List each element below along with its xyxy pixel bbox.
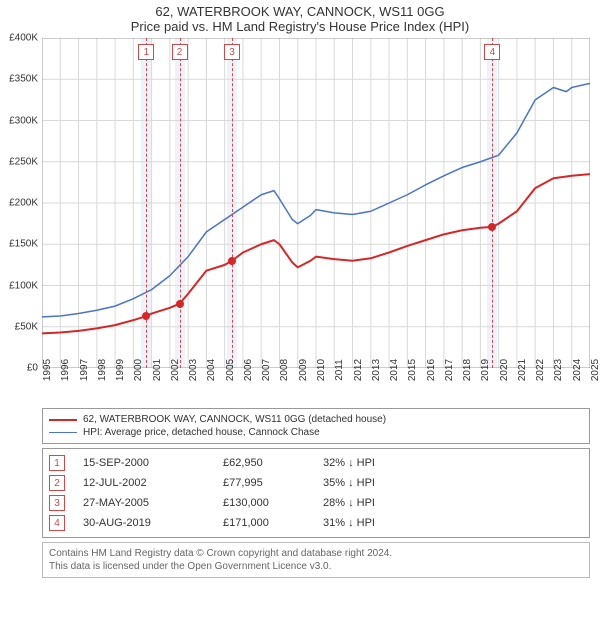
- y-tick-label: £350K: [9, 74, 42, 85]
- y-tick-label: £0: [27, 363, 42, 374]
- chart-legend: 62, WATERBROOK WAY, CANNOCK, WS11 0GG (d…: [42, 408, 590, 444]
- x-tick-label: 2002: [170, 359, 181, 381]
- y-tick-label: £400K: [9, 33, 42, 44]
- licence-line-2: This data is licensed under the Open Gov…: [49, 560, 583, 573]
- x-tick-label: 2017: [444, 359, 455, 381]
- x-tick-label: 2005: [225, 359, 236, 381]
- y-tick-label: £50K: [15, 321, 42, 332]
- legend-text: 62, WATERBROOK WAY, CANNOCK, WS11 0GG (d…: [83, 414, 386, 425]
- x-tick-label: 2009: [298, 359, 309, 381]
- x-tick-label: 2020: [499, 359, 510, 381]
- sales-row-marker: 3: [49, 495, 65, 511]
- x-tick-label: 2018: [462, 359, 473, 381]
- sales-row-marker: 4: [49, 515, 65, 531]
- x-tick-label: 1998: [97, 359, 108, 381]
- sale-vline: [232, 38, 233, 368]
- x-tick-label: 2015: [407, 359, 418, 381]
- sale-marker-box: 2: [172, 44, 188, 60]
- sale-dot: [228, 257, 236, 265]
- x-tick-label: 2016: [426, 359, 437, 381]
- sales-row-price: £130,000: [223, 497, 323, 509]
- x-tick-label: 1997: [79, 359, 90, 381]
- legend-row: 62, WATERBROOK WAY, CANNOCK, WS11 0GG (d…: [49, 413, 583, 426]
- sale-marker-box: 1: [138, 44, 154, 60]
- licence-box: Contains HM Land Registry data © Crown c…: [42, 542, 590, 578]
- sale-dot: [176, 300, 184, 308]
- legend-swatch: [49, 432, 77, 433]
- x-tick-label: 1999: [115, 359, 126, 381]
- x-tick-label: 2008: [279, 359, 290, 381]
- sales-row: 2 12-JUL-2002£77,99535% ↓ HPI: [49, 473, 583, 493]
- y-tick-label: £150K: [9, 239, 42, 250]
- sales-row-pct: 35% ↓ HPI: [323, 477, 443, 489]
- sales-row-date: 27-MAY-2005: [83, 497, 223, 509]
- x-tick-label: 2000: [133, 359, 144, 381]
- sales-row-date: 15-SEP-2000: [83, 457, 223, 469]
- x-tick-label: 2003: [188, 359, 199, 381]
- sales-table: 1 15-SEP-2000£62,95032% ↓ HPI 2 12-JUL-2002…: [42, 448, 590, 538]
- legend-swatch: [49, 419, 77, 421]
- x-tick-label: 2023: [553, 359, 564, 381]
- legend-row: HPI: Average price, detached house, Cann…: [49, 426, 583, 439]
- sales-row-pct: 32% ↓ HPI: [323, 457, 443, 469]
- x-tick-label: 2007: [261, 359, 272, 381]
- sale-dot: [488, 223, 496, 231]
- sale-dot: [142, 312, 150, 320]
- x-tick-label: 2010: [316, 359, 327, 381]
- sale-vline: [180, 38, 181, 368]
- x-tick-label: 2012: [353, 359, 364, 381]
- x-tick-label: 2022: [535, 359, 546, 381]
- sales-row-marker: 2: [49, 475, 65, 491]
- x-axis-labels: 1995199619971998199920002001200220032004…: [42, 368, 590, 402]
- sales-row-date: 12-JUL-2002: [83, 477, 223, 489]
- x-tick-label: 1995: [42, 359, 53, 381]
- sales-row: 4 30-AUG-2019£171,00031% ↓ HPI: [49, 513, 583, 533]
- sales-row-price: £171,000: [223, 517, 323, 529]
- sale-vline: [492, 38, 493, 368]
- x-tick-label: 2025: [590, 359, 600, 381]
- chart-title-sub: Price paid vs. HM Land Registry's House …: [0, 19, 600, 34]
- x-tick-label: 2024: [572, 359, 583, 381]
- x-tick-label: 2019: [480, 359, 491, 381]
- sales-row: 1 15-SEP-2000£62,95032% ↓ HPI: [49, 453, 583, 473]
- y-tick-label: £100K: [9, 280, 42, 291]
- chart-plot-area: £0£50K£100K£150K£200K£250K£300K£350K£400…: [42, 38, 590, 368]
- y-tick-label: £200K: [9, 198, 42, 209]
- x-tick-label: 2006: [243, 359, 254, 381]
- x-tick-label: 2001: [152, 359, 163, 381]
- sale-marker-box: 3: [224, 44, 240, 60]
- x-tick-label: 2014: [389, 359, 400, 381]
- sales-row-pct: 28% ↓ HPI: [323, 497, 443, 509]
- sales-row-price: £77,995: [223, 477, 323, 489]
- sales-row: 3 27-MAY-2005£130,00028% ↓ HPI: [49, 493, 583, 513]
- x-tick-label: 2004: [206, 359, 217, 381]
- chart-title-address: 62, WATERBROOK WAY, CANNOCK, WS11 0GG: [0, 4, 600, 19]
- chart-svg: [42, 38, 590, 368]
- sales-row-date: 30-AUG-2019: [83, 517, 223, 529]
- x-tick-label: 2021: [517, 359, 528, 381]
- sales-row-marker: 1: [49, 455, 65, 471]
- y-tick-label: £300K: [9, 115, 42, 126]
- legend-text: HPI: Average price, detached house, Cann…: [83, 427, 320, 438]
- x-tick-label: 2011: [334, 359, 345, 381]
- sales-row-price: £62,950: [223, 457, 323, 469]
- x-tick-label: 2013: [371, 359, 382, 381]
- sale-marker-box: 4: [484, 44, 500, 60]
- licence-line-1: Contains HM Land Registry data © Crown c…: [49, 547, 583, 560]
- x-tick-label: 1996: [60, 359, 71, 381]
- y-tick-label: £250K: [9, 156, 42, 167]
- sales-row-pct: 31% ↓ HPI: [323, 517, 443, 529]
